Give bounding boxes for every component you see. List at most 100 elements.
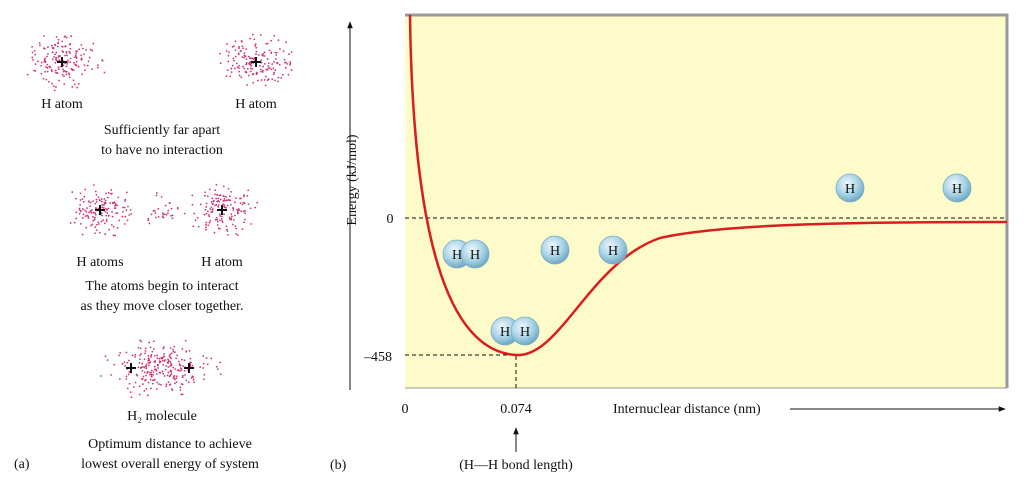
- electron-dot: [92, 200, 95, 203]
- atom-sphere: [942, 173, 972, 203]
- electron-dot: [91, 68, 93, 70]
- electron-dot: [241, 45, 244, 48]
- electron-dot: [53, 89, 56, 92]
- electron-dot: [236, 66, 239, 69]
- electron-dot: [79, 210, 82, 213]
- electron-dot: [154, 212, 157, 214]
- electron-dot: [95, 223, 98, 226]
- electron-dot: [77, 65, 80, 68]
- electron-dot: [231, 207, 234, 209]
- electron-dot: [140, 353, 142, 355]
- electron-dot: [181, 358, 183, 361]
- electron-dot: [225, 75, 228, 77]
- electron-dot: [153, 365, 156, 368]
- electron-dot: [169, 383, 172, 386]
- electron-dot: [184, 339, 187, 342]
- electron-dot: [237, 52, 240, 55]
- electron-dot: [158, 360, 161, 363]
- electron-dot: [230, 213, 233, 216]
- electron-dot: [140, 340, 143, 343]
- electron-dot: [167, 359, 170, 362]
- electron-dot: [259, 64, 261, 67]
- electron-dot: [226, 69, 229, 72]
- electron-dot: [68, 50, 71, 53]
- electron-dot: [259, 34, 262, 36]
- electron-dot: [157, 207, 160, 210]
- electron-dot: [143, 366, 146, 369]
- nucleus: [95, 205, 105, 215]
- electron-dot: [242, 47, 245, 50]
- x-tick-label: 0.074: [500, 402, 532, 417]
- nucleus: [57, 57, 67, 67]
- electron-dot: [238, 209, 241, 211]
- electron-dot: [40, 61, 43, 64]
- electron-dot: [246, 195, 249, 197]
- electron-dot: [274, 51, 277, 54]
- y-axis-label: Energy (kJ/mol): [345, 134, 360, 225]
- electron-dot: [243, 67, 246, 70]
- electron-dot: [152, 371, 155, 373]
- electron-dot: [114, 207, 117, 209]
- electron-dot: [68, 76, 71, 79]
- electron-dot: [150, 375, 153, 378]
- electron-dot: [106, 359, 109, 362]
- electron-dot: [276, 61, 278, 64]
- electron-dot: [207, 214, 210, 216]
- electron-dot: [95, 200, 98, 203]
- electron-dot: [284, 66, 287, 69]
- electron-dot: [83, 64, 86, 67]
- electron-dot: [285, 61, 287, 64]
- electron-dot: [217, 227, 220, 230]
- electron-dot: [68, 73, 71, 76]
- electron-dot: [274, 79, 277, 82]
- electron-dot: [69, 57, 72, 60]
- atom-label: H atom: [41, 97, 83, 112]
- electron-dot: [149, 371, 151, 374]
- electron-dot: [125, 378, 128, 380]
- electron-dot: [26, 73, 29, 76]
- electron-dot: [162, 363, 165, 366]
- electron-dot: [105, 192, 108, 195]
- electron-dot: [123, 206, 126, 209]
- electron-dot: [220, 217, 223, 220]
- atom-symbol: H: [470, 248, 480, 263]
- x-tick-label: 0: [402, 402, 409, 417]
- electron-dot: [281, 73, 284, 76]
- electron-dot: [167, 381, 170, 384]
- electron-dot: [149, 373, 151, 376]
- electron-dot: [233, 219, 235, 221]
- electron-dot: [144, 347, 147, 350]
- electron-dot: [87, 60, 90, 63]
- electron-dot: [33, 49, 36, 52]
- electron-dot: [87, 215, 90, 218]
- electron-dot: [138, 361, 141, 364]
- electron-dot: [161, 215, 164, 218]
- electron-dot: [156, 357, 159, 360]
- electron-dot: [288, 53, 291, 55]
- electron-dot: [256, 201, 259, 204]
- electron-dot: [118, 378, 121, 380]
- electron-dot: [75, 52, 78, 55]
- electron-dot: [156, 381, 159, 384]
- electron-dot: [260, 59, 263, 62]
- electron-dot: [105, 214, 108, 217]
- electron-dot: [150, 354, 153, 356]
- electron-dot: [190, 377, 193, 379]
- electron-dot: [163, 346, 165, 349]
- electron-dot: [263, 55, 266, 57]
- electron-dot: [89, 201, 92, 204]
- electron-dot: [262, 52, 265, 55]
- electron-dot: [203, 213, 206, 216]
- electron-dot: [218, 219, 221, 222]
- electron-dot: [109, 202, 112, 205]
- electron-dot: [161, 212, 164, 215]
- electron-dot: [126, 387, 129, 390]
- electron-dot: [142, 383, 144, 385]
- electron-dot: [170, 357, 173, 360]
- electron-dot: [138, 385, 141, 388]
- electron-dot: [270, 52, 273, 55]
- electron-dot: [80, 54, 83, 57]
- electron-dot: [58, 59, 61, 62]
- electron-dot: [80, 44, 83, 46]
- electron-dot: [160, 196, 163, 198]
